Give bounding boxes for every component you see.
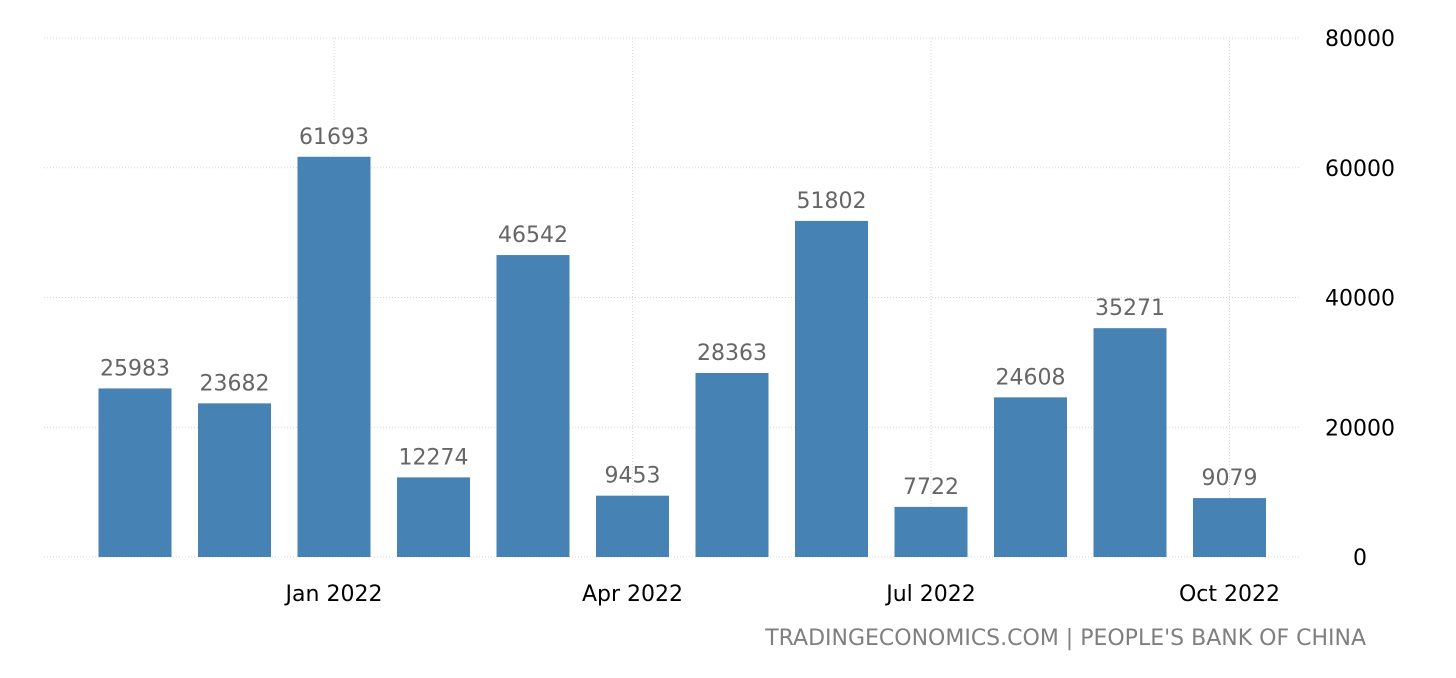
x-axis: Jan 2022 Apr 2022 Jul 2022 Oct 2022 bbox=[284, 582, 1280, 607]
bar bbox=[795, 220, 868, 558]
bar-value-label: 61693 bbox=[299, 125, 369, 150]
data-labels: 25983 23682 61693 12274 46542 9453 28363 51802 7… bbox=[100, 125, 1258, 500]
bar-value-label: 25983 bbox=[100, 356, 170, 381]
bar-value-label: 7722 bbox=[903, 475, 959, 500]
bars bbox=[98, 156, 1266, 558]
bar-value-label: 9079 bbox=[1202, 466, 1258, 491]
bar-value-label: 35271 bbox=[1095, 296, 1165, 321]
y-tick-label: 40000 bbox=[1325, 287, 1395, 312]
bar bbox=[695, 372, 769, 557]
bar bbox=[894, 506, 968, 557]
bar bbox=[198, 403, 271, 557]
bar bbox=[397, 477, 470, 557]
bar-value-label: 51802 bbox=[797, 189, 867, 214]
bar bbox=[297, 156, 371, 557]
x-tick-label: Jan 2022 bbox=[284, 582, 383, 607]
x-tick-label: Oct 2022 bbox=[1179, 582, 1280, 607]
bar bbox=[994, 397, 1067, 557]
y-tick-label: 60000 bbox=[1325, 157, 1395, 182]
source-attribution: TRADINGECONOMICS.COM | PEOPLE'S BANK OF … bbox=[765, 626, 1366, 651]
y-tick-label: 20000 bbox=[1325, 416, 1395, 441]
bar-value-label: 12274 bbox=[399, 445, 469, 470]
bar-value-label: 9453 bbox=[605, 464, 661, 489]
bar bbox=[1093, 328, 1167, 557]
y-axis: 0 20000 40000 60000 80000 bbox=[1325, 27, 1395, 571]
bar bbox=[496, 255, 570, 557]
bar-value-label: 23682 bbox=[200, 371, 270, 396]
bar bbox=[596, 495, 669, 557]
y-tick-label: 0 bbox=[1353, 546, 1367, 571]
bar bbox=[98, 388, 172, 557]
bar bbox=[1193, 498, 1266, 557]
bar-value-label: 46542 bbox=[498, 223, 568, 248]
x-tick-label: Apr 2022 bbox=[582, 582, 683, 607]
x-tick-label: Jul 2022 bbox=[884, 582, 976, 607]
bar-value-label: 28363 bbox=[697, 341, 767, 366]
y-tick-label: 80000 bbox=[1325, 27, 1395, 52]
bar-value-label: 24608 bbox=[996, 365, 1066, 390]
